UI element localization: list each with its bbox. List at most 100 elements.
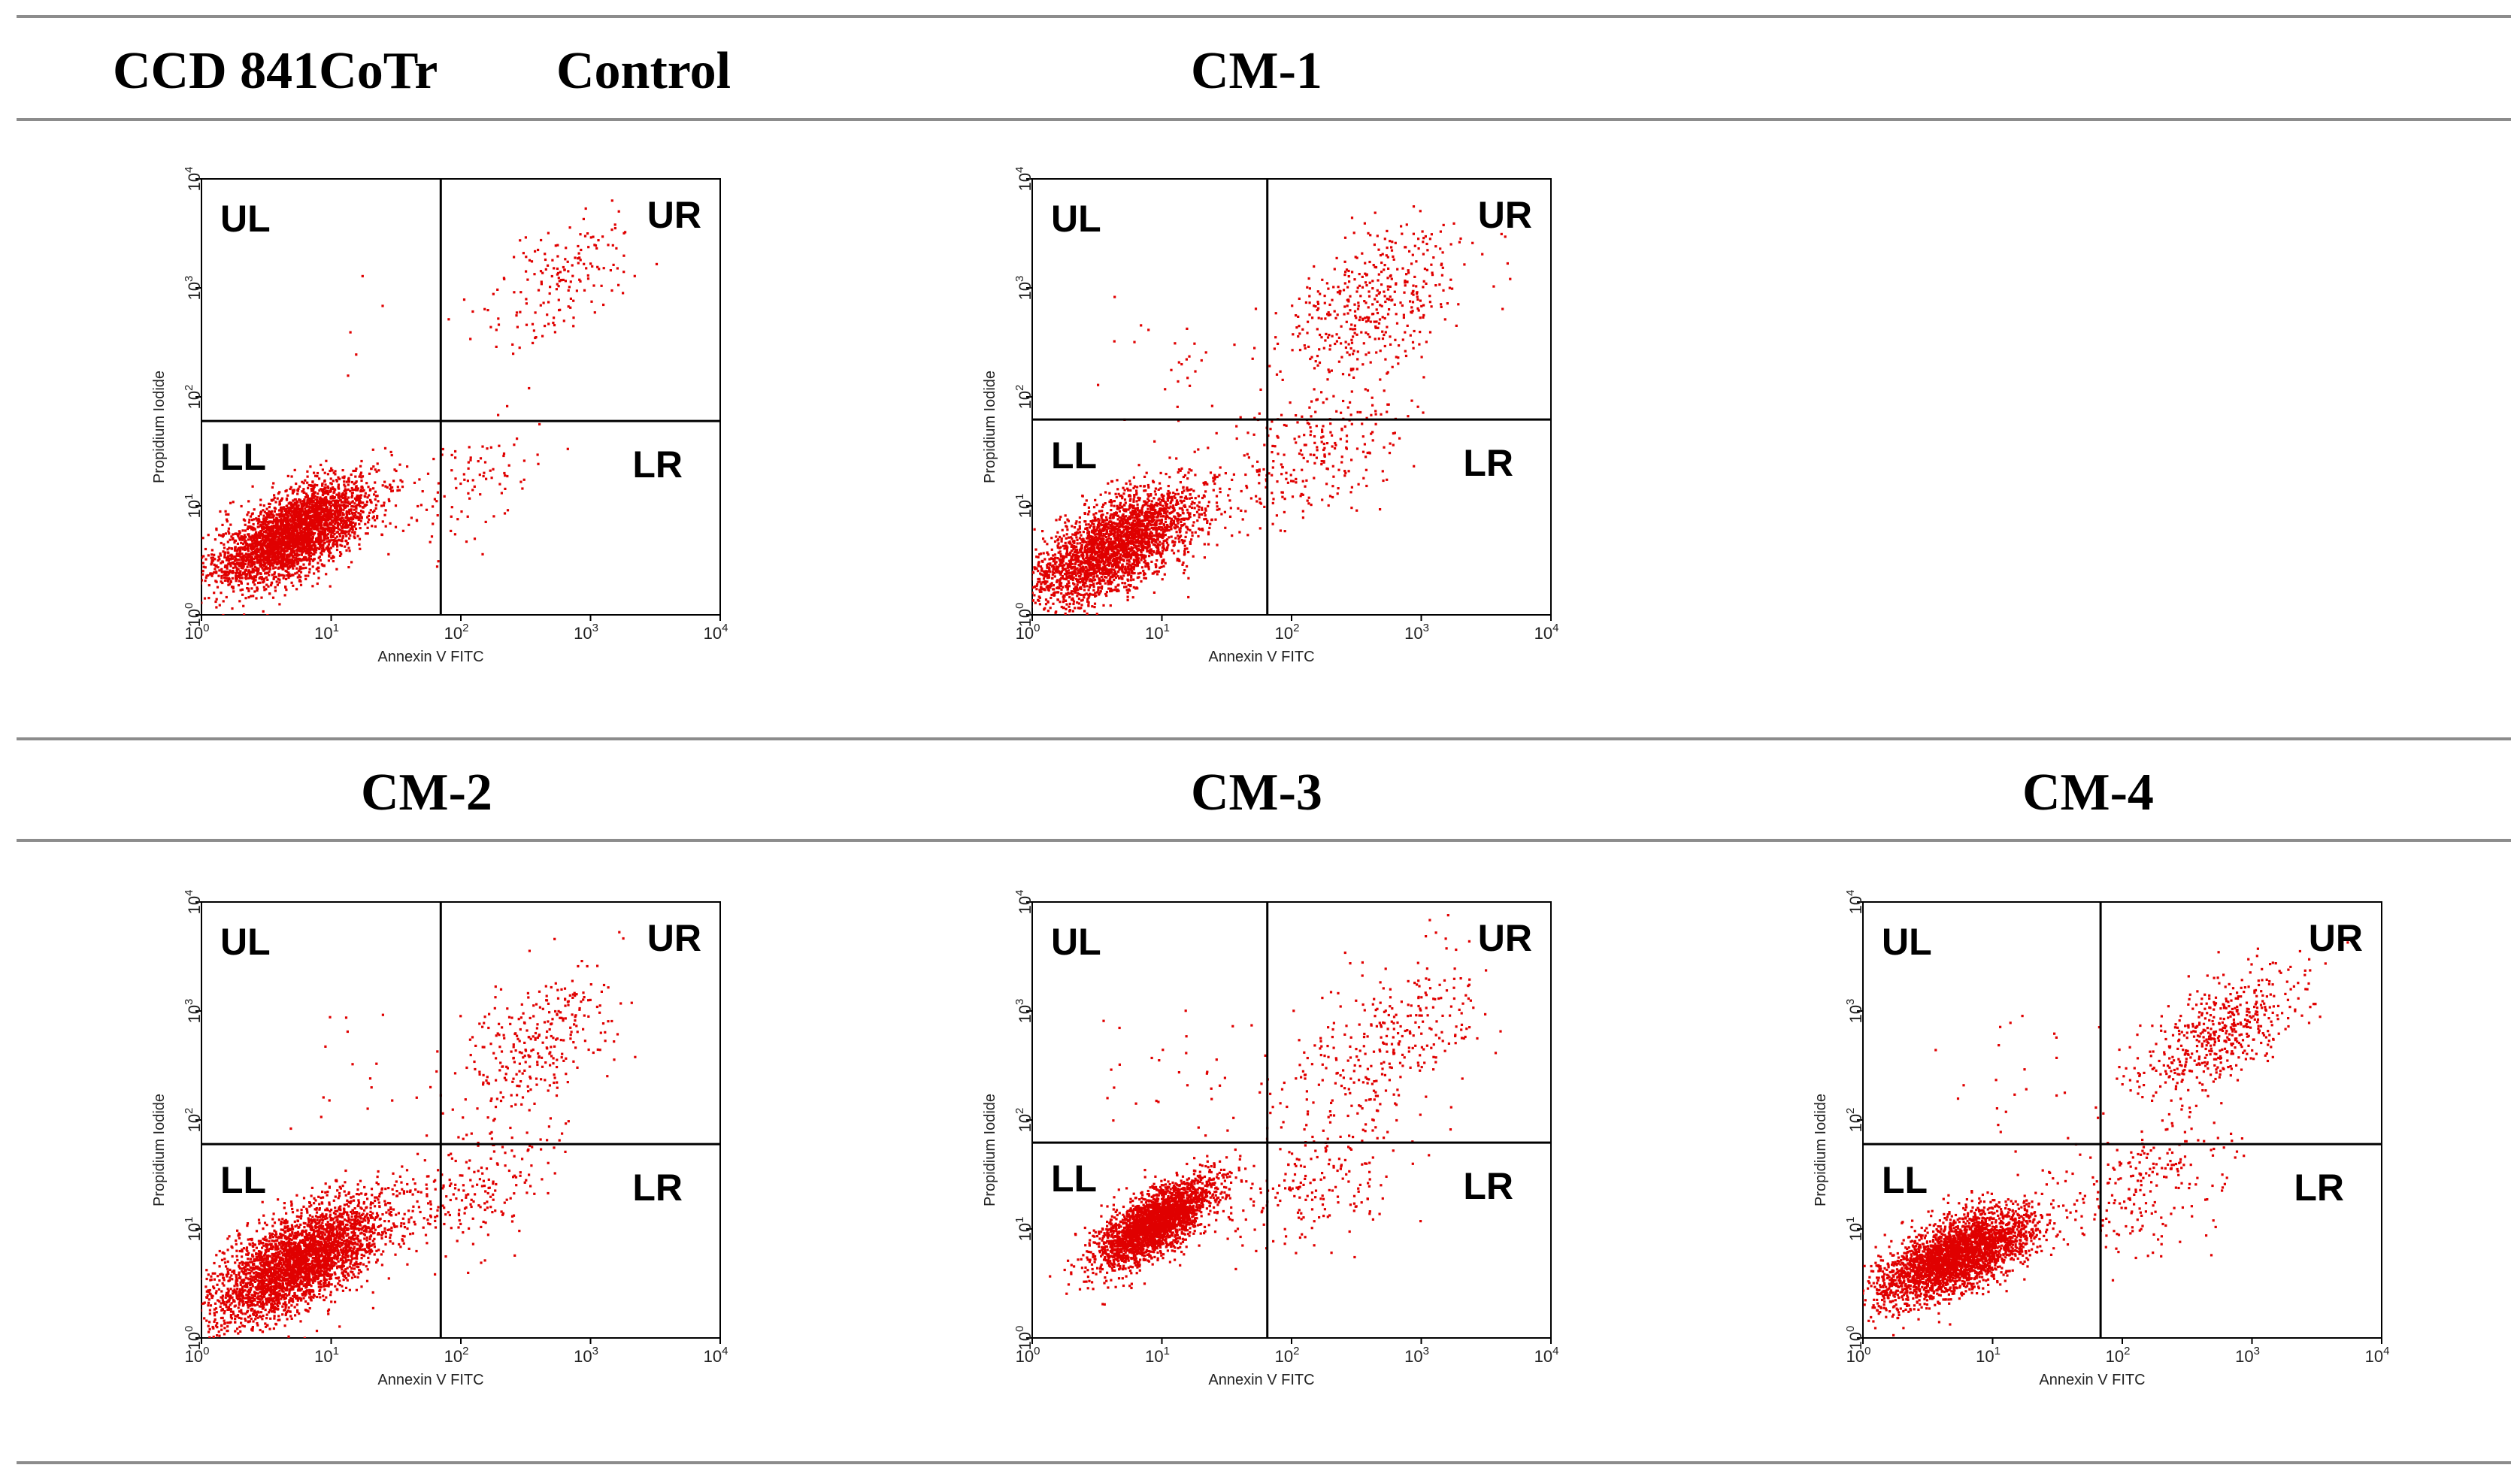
event-dot <box>274 589 277 592</box>
event-dot <box>330 501 333 504</box>
event-dot <box>332 535 335 538</box>
event-dot <box>245 547 248 550</box>
event-dot <box>616 267 619 270</box>
event-dot <box>334 543 337 546</box>
event-dot <box>201 573 204 576</box>
event-dot <box>319 496 322 499</box>
event-dot <box>1084 621 1086 623</box>
event-dot <box>350 528 353 531</box>
event-dot <box>320 532 323 536</box>
event-dot <box>316 546 319 549</box>
event-dot <box>248 559 251 562</box>
event-dot <box>1071 533 1074 536</box>
event-dot <box>358 537 362 540</box>
event-dot <box>366 496 369 499</box>
event-dot <box>207 597 211 600</box>
event-dot <box>1139 553 1142 557</box>
event-dot <box>292 505 295 508</box>
event-dot <box>1122 513 1125 516</box>
event-dot <box>279 522 282 525</box>
event-dot <box>519 291 522 294</box>
event-dot <box>299 510 302 513</box>
event-dot <box>310 509 313 512</box>
event-dot <box>1183 571 1186 575</box>
event-dot <box>358 503 361 506</box>
event-dot <box>280 574 283 577</box>
event-dot <box>271 520 274 523</box>
event-dot <box>286 543 289 546</box>
event-dot <box>321 510 324 513</box>
event-dot <box>197 586 199 588</box>
event-dot <box>541 334 544 337</box>
event-dot <box>537 462 540 465</box>
event-dot <box>1183 544 1186 547</box>
event-dot <box>295 512 298 515</box>
event-dot <box>309 520 313 523</box>
event-dot <box>267 542 270 545</box>
event-dot <box>280 555 283 558</box>
event-dot <box>283 542 286 545</box>
event-dot <box>426 472 430 475</box>
event-dot <box>249 515 253 518</box>
event-dot <box>331 495 334 498</box>
event-dot <box>322 488 325 491</box>
event-dot <box>557 298 560 301</box>
event-dot <box>295 509 298 512</box>
event-dot <box>345 526 349 529</box>
event-dot <box>327 533 330 536</box>
event-dot <box>1182 524 1185 527</box>
event-dot <box>1152 550 1155 553</box>
event-dot <box>333 539 336 542</box>
event-dot <box>313 483 317 486</box>
event-dot <box>267 532 270 536</box>
event-dot <box>563 268 566 271</box>
event-dot <box>265 539 268 542</box>
event-dot <box>310 506 313 509</box>
event-dot <box>368 472 371 475</box>
event-dot <box>1183 489 1186 492</box>
event-dot <box>286 558 289 561</box>
event-dot <box>285 505 288 508</box>
event-dot <box>1110 583 1113 586</box>
event-dot <box>330 467 333 470</box>
event-dot <box>310 540 313 543</box>
event-dot <box>271 546 274 549</box>
event-dot <box>1053 592 1056 595</box>
event-dot <box>335 507 338 510</box>
event-dot <box>324 532 327 535</box>
event-dot <box>261 558 264 561</box>
event-dot <box>286 510 289 513</box>
event-dot <box>289 574 292 577</box>
event-dot <box>1123 498 1127 501</box>
event-dot <box>355 480 358 483</box>
event-dot <box>389 522 392 525</box>
event-dot <box>304 547 307 550</box>
event-dot <box>1158 519 1161 522</box>
event-dot <box>259 548 262 551</box>
event-dot <box>348 529 351 532</box>
event-dot <box>280 506 283 510</box>
event-dot <box>287 519 290 522</box>
event-dot <box>251 485 254 488</box>
event-dot <box>1107 572 1110 575</box>
event-dot <box>1137 554 1140 557</box>
event-dot <box>227 530 230 533</box>
event-dot <box>305 558 308 561</box>
event-dot <box>360 516 363 519</box>
event-dot <box>372 465 375 468</box>
event-dot <box>395 469 398 473</box>
event-dot <box>307 508 310 511</box>
event-dot <box>238 554 241 558</box>
event-dot <box>296 560 299 564</box>
event-dot <box>320 488 323 491</box>
event-dot <box>223 543 226 546</box>
event-dot <box>284 525 287 528</box>
event-dot <box>1079 577 1082 580</box>
event-dot <box>333 527 336 530</box>
event-dot <box>344 504 347 507</box>
event-dot <box>241 556 244 559</box>
event-dot <box>1107 550 1110 553</box>
event-dot <box>294 537 297 540</box>
event-dot <box>262 504 265 507</box>
event-dot <box>260 547 263 550</box>
